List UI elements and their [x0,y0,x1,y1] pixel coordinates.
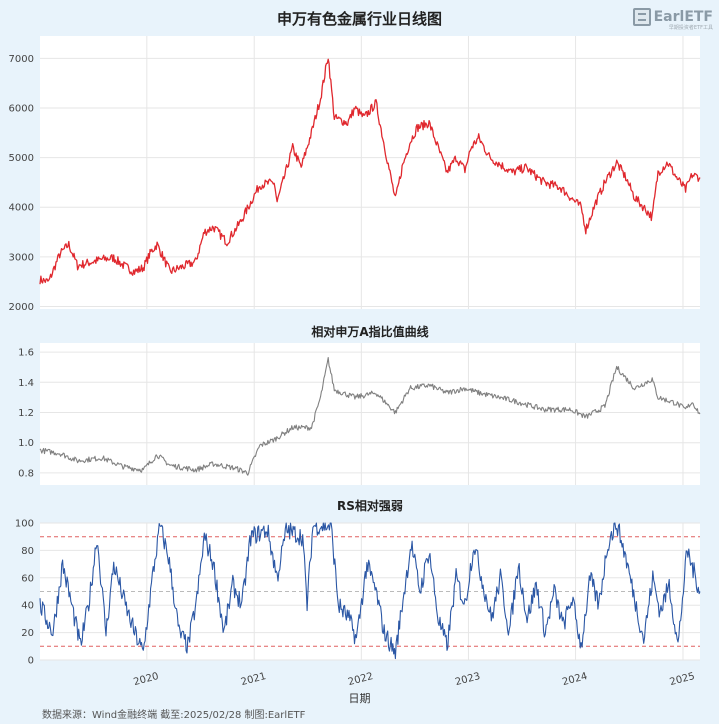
series-line-1 [39,58,701,285]
y-tick-label: 60 [21,573,34,584]
plot-area-2 [40,343,700,485]
y-tick-label: 100 [15,519,34,530]
panel-title-2: 相对申万A指比值曲线 [311,324,428,339]
x-tick-label: 2022 [347,671,374,688]
earletf-logo: EarlETF 早期投资者ETF工具 [632,6,713,31]
logo-text: EarlETF [653,9,713,25]
series-line-2 [39,357,701,476]
panel-title-3: RS相对强弱 [337,498,403,513]
y-tick-label: 20 [21,628,34,639]
y-tick-label: 80 [21,546,34,557]
y-tick-label: 40 [21,601,34,612]
x-tick-label: 2023 [454,671,481,688]
y-tick-label: 1.6 [18,348,34,359]
y-tick-label: 0 [28,656,34,667]
logo-icon [632,8,651,26]
x-axis-label: 日期 [348,692,371,705]
chart-title: 申万有色金属行业日线图 [276,10,442,28]
y-tick-label: 3000 [9,252,34,263]
y-tick-label: 1.4 [18,378,34,389]
source-note: 数据来源：Wind金融终端 截至:2025/02/28 制图:EarlETF [42,710,306,721]
y-tick-label: 5000 [9,153,34,164]
logo-subtext: 早期投资者ETF工具 [668,25,713,31]
y-tick-label: 7000 [9,54,34,65]
x-tick-label: 2021 [240,671,267,688]
y-tick-label: 4000 [9,203,34,214]
y-tick-label: 2000 [9,302,34,313]
y-tick-label: 6000 [9,103,34,114]
series-line-3 [39,522,701,660]
x-tick-label: 2020 [132,671,159,688]
x-tick-label: 2025 [669,671,696,688]
y-tick-label: 0.8 [18,468,34,479]
x-tick-label: 2024 [561,671,588,688]
y-tick-label: 1.2 [18,408,34,419]
y-tick-label: 1.0 [18,438,34,449]
plot-area-1 [40,36,700,309]
